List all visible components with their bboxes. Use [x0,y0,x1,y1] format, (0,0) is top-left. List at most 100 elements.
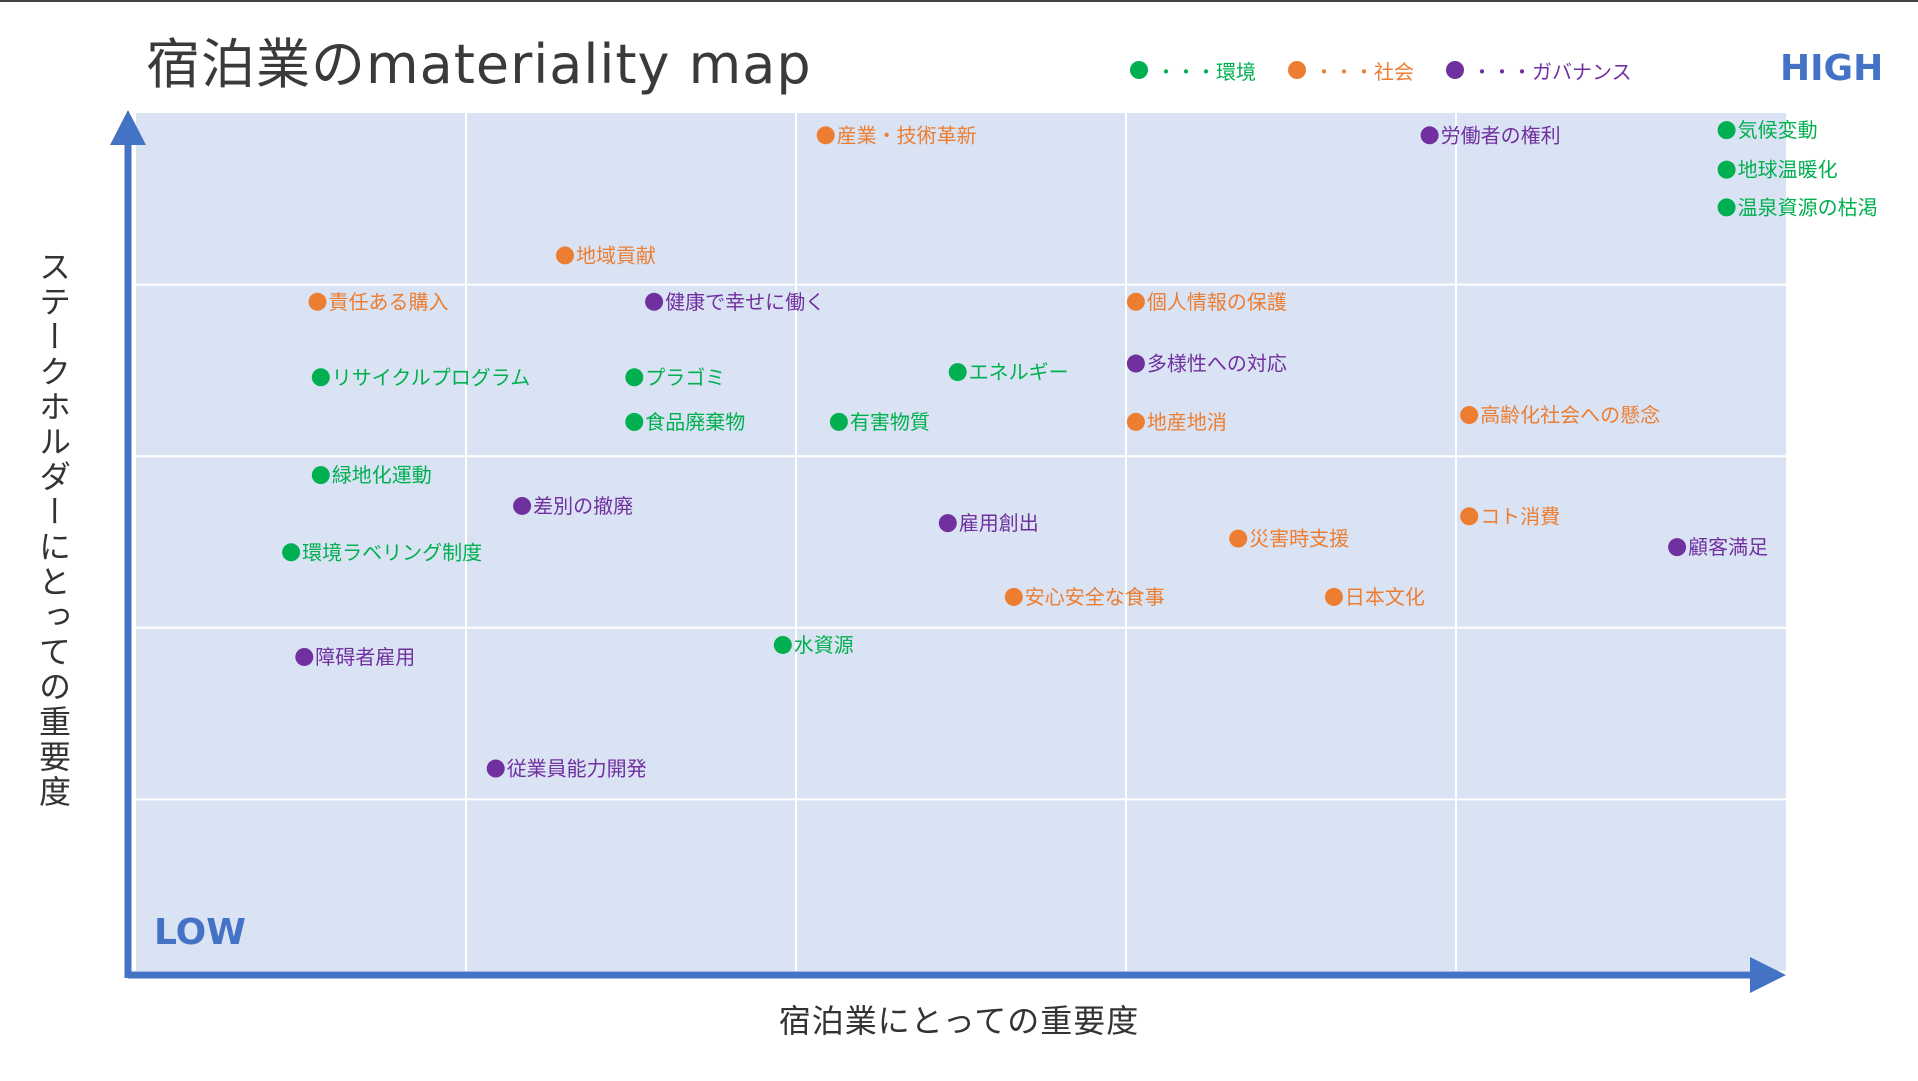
point-label: 産業・技術革新 [837,123,977,147]
point-label: エネルギー [969,360,1069,384]
data-point: 安心安全な食事 [1004,585,1165,609]
point-label: 温泉資源の枯渇 [1738,195,1878,219]
point-marker [486,759,505,778]
point-marker [1668,538,1687,557]
point-marker [816,126,835,145]
data-point: 温泉資源の枯渇 [1717,195,1878,219]
point-marker [829,412,848,431]
point-marker [311,466,330,485]
x-axis-arrowhead [1750,957,1786,993]
data-point: 従業員能力開発 [486,757,647,781]
legend-dot-environment [1130,61,1148,79]
point-label: 顧客満足 [1688,535,1768,559]
point-marker [1420,126,1439,145]
point-label: 日本文化 [1345,585,1425,609]
point-label: 有害物質 [850,410,930,434]
point-label: 安心安全な食事 [1025,585,1165,609]
point-marker [295,647,314,666]
point-label: 水資源 [794,633,854,657]
point-marker [625,412,644,431]
point-marker [1126,292,1145,311]
point-label: 多様性への対応 [1147,352,1287,376]
data-point: 産業・技術革新 [816,123,977,147]
data-point: 労働者の権利 [1420,123,1561,147]
point-label: 地域貢献 [576,243,656,267]
low-label: LOW [154,912,246,953]
y-axis-label: ステークホルダーにとっての重要度 [34,250,72,810]
data-point: 有害物質 [829,410,930,434]
point-label: 地球温暖化 [1738,158,1838,182]
point-label: 労働者の権利 [1441,123,1561,147]
point-marker [513,496,532,515]
point-label: 責任ある購入 [329,290,449,314]
x-axis-label: 宿泊業にとっての重要度 [778,1002,1140,1040]
point-label: リサイクルプログラム [332,365,530,389]
point-marker [1004,587,1023,606]
point-marker [1324,587,1343,606]
data-point: 多様性への対応 [1126,352,1287,376]
point-marker [1229,529,1248,548]
legend-item-governance: ・・・ガバナンス [1446,52,1632,88]
point-label: コト消費 [1480,504,1560,528]
legend-dot-governance [1446,61,1464,79]
data-point: 地域貢献 [556,243,656,267]
point-marker [556,246,574,265]
data-point: 個人情報の保護 [1126,290,1287,314]
point-label: 従業員能力開発 [507,757,647,781]
point-label: 雇用創出 [959,511,1039,535]
legend-item-environment: ・・・環境 [1130,52,1256,88]
data-point: 地産地消 [1126,410,1227,434]
data-point: 障碍者雇用 [295,645,415,669]
point-marker [1717,160,1736,179]
point-label: 地産地消 [1147,410,1227,434]
data-point: 差別の撤廃 [513,494,633,518]
point-label: 健康で幸せに働く [665,290,825,314]
point-marker [1126,412,1145,431]
data-point: 水資源 [773,633,854,657]
point-label: 個人情報の保護 [1147,290,1287,314]
point-label: 災害時支援 [1249,527,1349,551]
point-marker [948,363,967,382]
point-marker [625,368,644,387]
data-point: 顧客満足 [1668,535,1768,559]
point-marker [311,368,330,387]
legend-label-governance: ・・・ガバナンス [1472,59,1632,84]
point-label: 環境ラベリング制度 [302,540,482,564]
point-marker [773,635,792,654]
point-marker [308,292,327,311]
data-point: 食品廃棄物 [625,410,745,434]
point-label: プラゴミ [645,365,725,389]
data-point: エネルギー [948,360,1069,384]
point-marker [1126,354,1145,373]
point-label: 障碍者雇用 [315,645,415,669]
data-point: 日本文化 [1324,585,1425,609]
data-point: 環境ラベリング制度 [282,540,482,564]
y-axis-arrowhead [110,110,146,145]
legend-dot-social [1288,61,1306,79]
point-marker [1717,121,1736,140]
point-marker [645,292,664,311]
top-border-line [0,0,1918,2]
data-point: 高齢化社会への懸念 [1460,403,1660,427]
high-label: HIGH [1780,48,1884,89]
data-point: リサイクルプログラム [311,365,530,389]
point-marker [1717,198,1736,217]
point-label: 差別の撤廃 [533,494,633,518]
point-marker [938,514,957,533]
point-marker [1460,406,1479,425]
data-point: 責任ある購入 [308,290,449,314]
point-label: 緑地化運動 [332,463,432,487]
data-point: コト消費 [1460,504,1560,528]
legend-label-social: ・・・社会 [1314,59,1414,84]
legend-item-social: ・・・社会 [1288,52,1414,88]
grid-lines [136,113,1786,971]
data-point: 雇用創出 [938,511,1039,535]
point-marker [1460,507,1479,526]
data-point: 災害時支援 [1229,527,1349,551]
data-point: 地球温暖化 [1717,158,1838,182]
chart-title: 宿泊業のmateriality map [146,33,812,96]
data-point: プラゴミ [625,365,725,389]
data-point: 健康で幸せに働く [645,290,825,314]
